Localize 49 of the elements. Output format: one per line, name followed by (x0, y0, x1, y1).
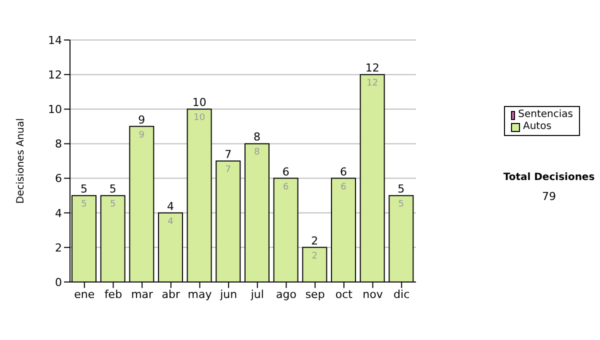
data-label: 12 (366, 78, 378, 89)
data-label: 5 (81, 200, 87, 210)
total-label: 7 (224, 148, 232, 161)
total-label: 5 (80, 182, 88, 196)
data-label: 5 (398, 200, 404, 210)
y-tick-label: 10 (48, 103, 62, 116)
total-label: 8 (254, 130, 260, 144)
y-tick-label: 0 (55, 276, 62, 289)
total-label: 5 (109, 182, 116, 196)
y-tick-label: 6 (55, 172, 62, 186)
total-label: 6 (282, 165, 290, 178)
x-tick-label: oct (335, 288, 354, 301)
y-tick-label: 4 (55, 206, 62, 220)
x-tick-label: nov (362, 288, 384, 301)
y-tick-label: 8 (55, 138, 62, 151)
total-label: 2 (311, 234, 318, 248)
x-tick-label: dic (394, 288, 410, 301)
data-label: 4 (168, 216, 174, 227)
x-tick-label: mar (131, 288, 154, 301)
data-label: 7 (225, 165, 232, 175)
x-tick-label: jul (250, 288, 264, 301)
x-tick-label: ene (74, 288, 95, 301)
y-axis-title: Decisiones Anual (16, 118, 27, 204)
total-label: 12 (365, 62, 380, 75)
legend-label: Autos (523, 121, 552, 133)
y-tick-label: 12 (48, 68, 62, 82)
x-tick-label: may (188, 288, 212, 301)
total-label: 4 (167, 200, 174, 213)
x-tick-label: sep (305, 288, 325, 301)
legend-label: Sentencias (518, 109, 573, 121)
data-label: 9 (138, 130, 145, 140)
data-label: 8 (254, 148, 260, 158)
data-label: 5 (110, 200, 116, 210)
data-label: 10 (194, 113, 206, 124)
total-label: 5 (398, 182, 405, 196)
total-label: 10 (192, 96, 206, 110)
x-tick-label: jun (219, 288, 238, 301)
data-label: 6 (282, 182, 289, 192)
data-label: 2 (312, 251, 318, 262)
text: 79 (541, 190, 557, 203)
x-tick-label: feb (104, 288, 122, 301)
y-tick-label: 2 (55, 241, 62, 254)
total-label: 9 (138, 113, 146, 126)
y-tick-label: 14 (48, 34, 62, 47)
x-tick-label: abr (162, 288, 181, 301)
total-label: 6 (340, 165, 347, 178)
data-label: 6 (340, 182, 347, 192)
x-tick-label: ago (276, 288, 297, 301)
text: Total Decisiones (502, 172, 596, 183)
